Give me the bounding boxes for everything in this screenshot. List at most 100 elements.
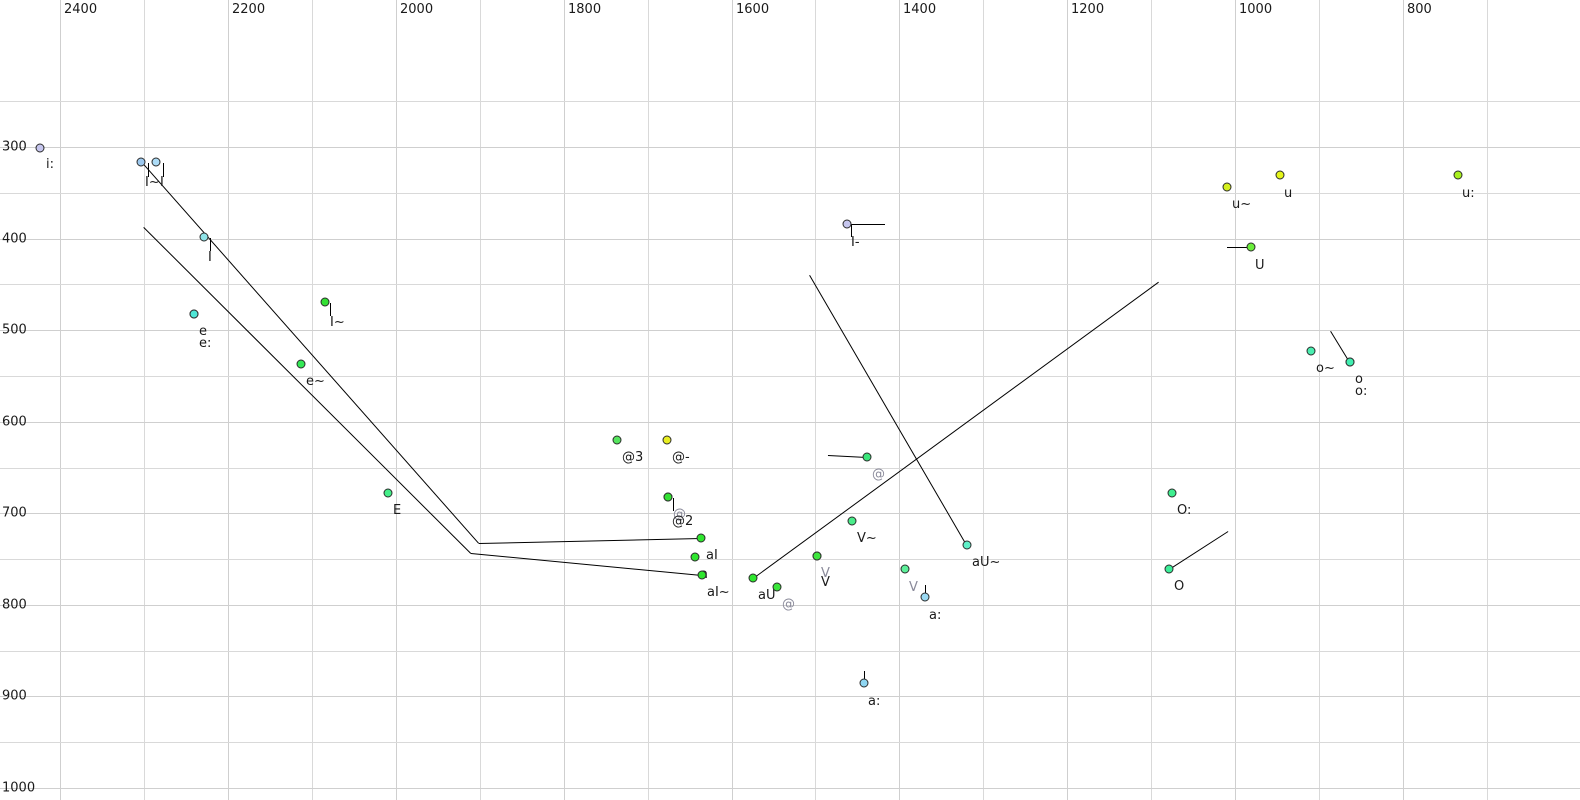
gridline-horizontal — [0, 788, 1580, 789]
y-tick-label-600: 600 — [2, 414, 27, 430]
data-point-label--10: @- — [672, 450, 690, 465]
data-point-label-e-5: e: — [199, 336, 212, 351]
connector-line — [143, 227, 471, 554]
data-point-label-aI-13: aI — [706, 548, 718, 563]
y-tick-label-1000: 1000 — [2, 780, 36, 796]
data-point--23[interactable] — [862, 452, 872, 462]
data-point-label-a-26: a: — [868, 694, 881, 709]
data-point-label-e-7: e~ — [306, 374, 325, 389]
x-tick-label-2400: 2400 — [64, 2, 98, 17]
data-point-label-I-22: I- — [851, 235, 860, 250]
data-point-aU-16[interactable] — [748, 573, 758, 583]
data-point-aI-13[interactable] — [696, 533, 706, 543]
data-point-label-V-20: V — [909, 580, 918, 595]
data-point-label-I-3: I — [208, 250, 212, 265]
connector-line — [753, 282, 1159, 579]
data-point-e-5[interactable] — [189, 309, 199, 319]
gridline-vertical — [480, 0, 481, 800]
data-point-V-21[interactable] — [847, 516, 857, 526]
gridline-horizontal — [0, 468, 1580, 469]
data-point-U-30[interactable] — [1246, 242, 1256, 252]
point-stem — [864, 671, 865, 684]
point-stem — [925, 585, 926, 598]
gridline-vertical — [1067, 0, 1068, 800]
data-point--17[interactable] — [772, 582, 782, 592]
data-point-label-o-33: o: — [1355, 384, 1368, 399]
x-tick-label-1600: 1600 — [736, 2, 770, 17]
data-point-label--11: @ — [673, 507, 686, 522]
gridline-horizontal — [0, 376, 1580, 377]
point-stem — [148, 163, 149, 177]
gridline-vertical — [815, 0, 816, 800]
gridline-vertical — [648, 0, 649, 800]
gridline-horizontal — [0, 605, 1580, 606]
x-tick-label-2200: 2200 — [232, 2, 266, 17]
data-point-label-o-32: o — [1355, 372, 1363, 387]
gridline-vertical — [1319, 0, 1320, 800]
data-point--10[interactable] — [662, 435, 672, 445]
data-point-label--23: @ — [872, 467, 885, 482]
point-stem — [673, 498, 674, 511]
data-point-V-20[interactable] — [900, 564, 910, 574]
gridline-horizontal — [0, 513, 1580, 514]
gridline-vertical — [60, 0, 61, 800]
connector-line — [809, 275, 967, 546]
data-point-label-o-31: o~ — [1316, 361, 1335, 376]
data-point-u-28[interactable] — [1275, 170, 1285, 180]
data-point-label-I-6: I~ — [330, 315, 345, 330]
data-point-e-7[interactable] — [296, 359, 306, 369]
data-point-label-i-0: i: — [46, 157, 54, 172]
data-point-O-35[interactable] — [1164, 564, 1174, 574]
y-tick-label-400: 400 — [2, 231, 27, 247]
gridline-horizontal — [0, 239, 1580, 240]
y-tick-label-800: 800 — [2, 597, 27, 613]
connector-line — [479, 538, 702, 544]
data-point-label-3-9: @3 — [622, 450, 644, 465]
data-point-2-12[interactable] — [663, 492, 673, 502]
data-point-V-19[interactable] — [812, 551, 822, 561]
data-point-i-0[interactable] — [35, 143, 45, 153]
gridline-vertical — [312, 0, 313, 800]
data-point-a-25[interactable] — [920, 592, 930, 602]
data-point-label--17: @ — [782, 597, 795, 612]
data-point-o-31[interactable] — [1306, 346, 1316, 356]
data-point-label-U-30: U — [1255, 258, 1265, 273]
data-point-O-34[interactable] — [1167, 488, 1177, 498]
data-point-label-V-19: V — [821, 575, 830, 590]
data-point-aU-24[interactable] — [962, 540, 972, 550]
gridline-vertical — [1151, 0, 1152, 800]
data-point-o-33[interactable] — [1345, 357, 1355, 367]
gridline-vertical — [1487, 0, 1488, 800]
y-tick-label-700: 700 — [2, 505, 27, 521]
data-point-u-29[interactable] — [1453, 170, 1463, 180]
connector-line — [470, 553, 702, 576]
data-point-I-1[interactable] — [136, 157, 146, 167]
x-tick-label-1800: 1800 — [568, 2, 602, 17]
data-point-3-9[interactable] — [612, 435, 622, 445]
data-point-I-2[interactable] — [151, 157, 161, 167]
data-point-I-6[interactable] — [320, 297, 330, 307]
data-point-a-26[interactable] — [859, 678, 869, 688]
data-point-aI-15[interactable] — [697, 570, 707, 580]
gridline-horizontal — [0, 101, 1580, 102]
gridline-horizontal — [0, 147, 1580, 148]
gridline-vertical — [228, 0, 229, 800]
data-point-a-14[interactable] — [690, 552, 700, 562]
connector-line — [1227, 247, 1251, 248]
data-point-label-a-25: a: — [929, 608, 942, 623]
data-point-u-27[interactable] — [1222, 182, 1232, 192]
data-point-I-3[interactable] — [199, 232, 209, 242]
data-point-E-8[interactable] — [383, 488, 393, 498]
gridline-horizontal — [0, 284, 1580, 285]
data-point-I-22[interactable] — [842, 219, 852, 229]
data-point-label-aU-16: aU — [758, 588, 776, 603]
data-point-label-V-21: V~ — [857, 531, 877, 546]
gridline-vertical — [564, 0, 565, 800]
data-point-label-I-2: I — [160, 175, 164, 190]
gridline-vertical — [1235, 0, 1236, 800]
connector-line — [843, 224, 885, 225]
x-tick-label-1200: 1200 — [1071, 2, 1105, 17]
point-stem — [330, 303, 331, 316]
y-tick-label-900: 900 — [2, 688, 27, 704]
